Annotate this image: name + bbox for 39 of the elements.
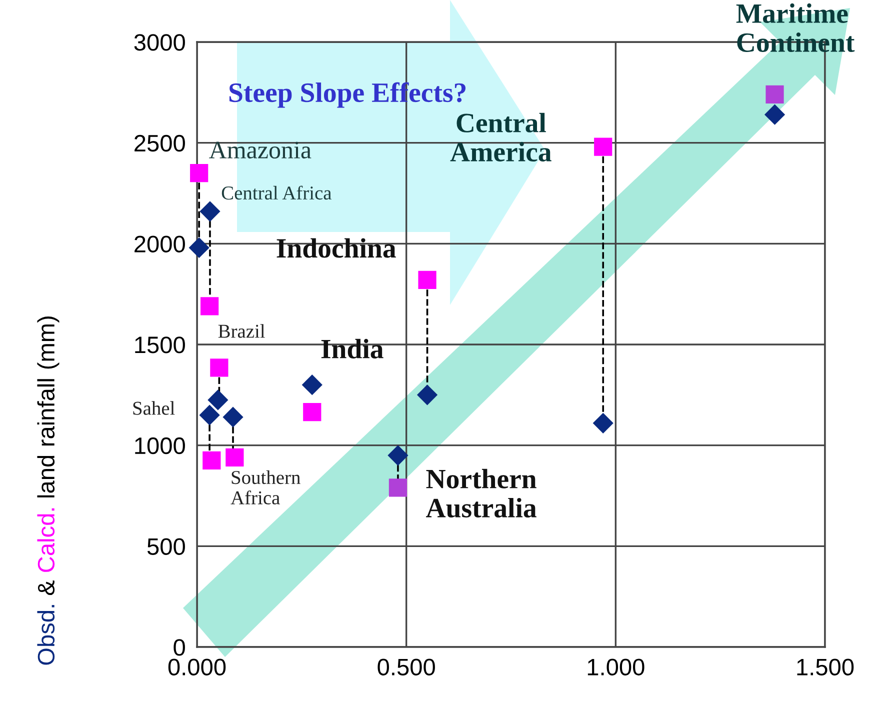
y-tick-label: 0 (174, 639, 185, 656)
y-tick-label: 1000 (135, 437, 185, 454)
point (202, 451, 221, 470)
point (210, 358, 228, 377)
point (208, 390, 228, 410)
point (302, 374, 322, 396)
annotation: Central America (450, 112, 552, 162)
point (188, 237, 210, 258)
point (200, 201, 220, 222)
x-tick-label: 1.000 (588, 658, 644, 676)
point (199, 404, 220, 426)
y-tick-label: 3000 (134, 34, 185, 51)
annotation: Central Africa (222, 186, 332, 200)
annotation: Amazonia (209, 142, 312, 159)
point (592, 412, 614, 434)
point (222, 406, 244, 428)
y-tick-label: 1500 (135, 336, 185, 354)
annotation: Brazil (218, 324, 265, 338)
point (766, 85, 784, 104)
point (594, 138, 612, 156)
annotation: Southern Africa (230, 470, 300, 504)
y-tick-label: 500 (147, 538, 185, 555)
point (416, 384, 438, 406)
point (388, 478, 408, 497)
x-tick-label: 0.500 (378, 658, 435, 676)
point (303, 403, 322, 422)
point (388, 445, 408, 466)
text: Sahel (133, 401, 175, 415)
y-tick-label: 2000 (134, 236, 185, 252)
point (200, 297, 219, 316)
x-tick-label: 1.500 (797, 658, 854, 676)
x-tick-label: 0.000 (168, 658, 226, 676)
point (226, 448, 244, 466)
y-axis-title: Obsd. & Calcd. land rainfall (mm) (37, 316, 60, 665)
point (418, 270, 436, 290)
point (190, 164, 208, 182)
annotation: Northern Australia (426, 468, 536, 518)
point (764, 104, 786, 125)
y-tick-label: 2500 (134, 134, 185, 152)
